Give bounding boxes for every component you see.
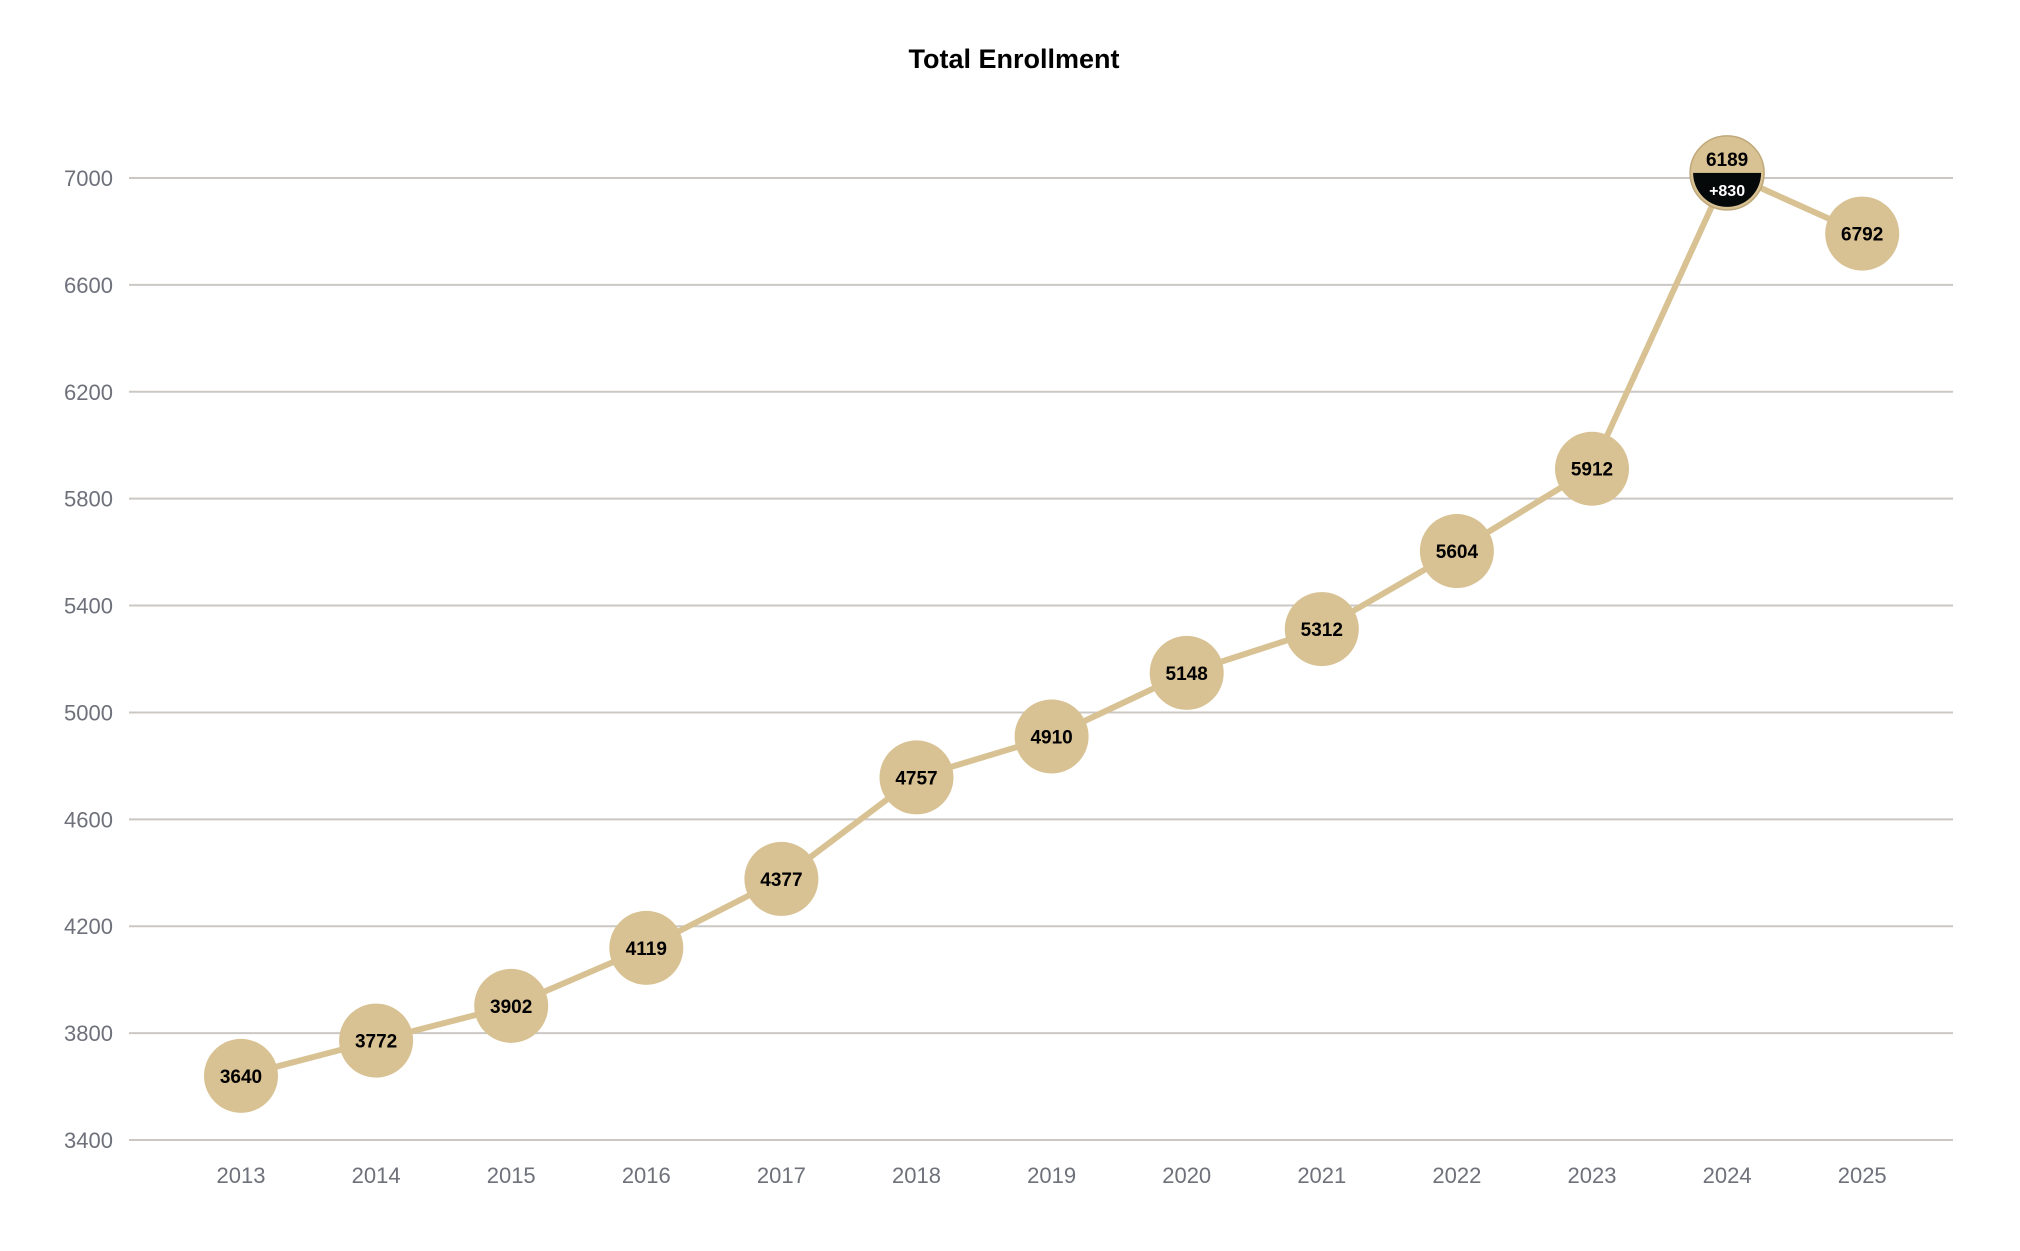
y-tick-label: 3800 <box>64 1021 113 1046</box>
x-tick-label: 2019 <box>1027 1163 1076 1188</box>
data-point <box>879 740 954 815</box>
data-point-label: 3902 <box>490 997 532 1018</box>
data-point <box>1555 431 1629 506</box>
data-point-label: 3640 <box>220 1067 262 1088</box>
x-tick-label: 2015 <box>487 1163 536 1188</box>
data-point <box>744 841 819 916</box>
x-tick-label: 2014 <box>352 1163 401 1188</box>
x-tick-label: 2023 <box>1568 1163 1617 1188</box>
y-tick-label: 7000 <box>64 166 113 191</box>
x-tick-label: 2020 <box>1162 1163 1211 1188</box>
y-tick-label: 4200 <box>64 914 113 939</box>
x-tick-label: 2016 <box>622 1163 671 1188</box>
data-point-label: 4910 <box>1030 727 1072 748</box>
data-point-label: 3772 <box>355 1032 397 1053</box>
data-point <box>1419 514 1494 589</box>
y-tick-label: 6600 <box>64 273 113 298</box>
data-point-label: 6792 <box>1841 225 1883 246</box>
delta-label: +830 <box>1709 183 1745 200</box>
x-tick-label: 2024 <box>1703 1163 1752 1188</box>
data-point <box>1014 699 1089 774</box>
y-tick-label: 5000 <box>64 700 113 725</box>
data-point <box>474 968 549 1043</box>
y-tick-label: 6200 <box>64 380 113 405</box>
data-point-label: 4119 <box>626 939 667 960</box>
y-tick-label: 5400 <box>64 594 113 619</box>
data-point-label: 4377 <box>760 870 802 891</box>
x-tick-label: 2021 <box>1297 1163 1346 1188</box>
x-tick-label: 2013 <box>217 1163 266 1188</box>
data-point-label: 5912 <box>1571 460 1613 481</box>
data-point <box>1149 635 1224 710</box>
chart-title: Total Enrollment <box>908 44 1119 74</box>
data-point <box>1284 592 1359 667</box>
data-point-label: 5604 <box>1436 542 1479 563</box>
data-point <box>204 1038 278 1113</box>
x-tick-label: 2025 <box>1838 1163 1887 1188</box>
x-tick-label: 2022 <box>1432 1163 1481 1188</box>
x-tick-label: 2018 <box>892 1163 941 1188</box>
y-tick-label: 4600 <box>64 807 113 832</box>
data-points: 3640 3772 3902 4119 4377 4757 4910 5148 5312 5604… <box>204 135 1900 1113</box>
data-point-label: 6189 <box>1706 150 1748 171</box>
data-point <box>1825 196 1900 271</box>
y-tick-label: 3400 <box>64 1128 113 1153</box>
data-point <box>609 910 684 985</box>
data-point-label: 4757 <box>895 768 937 789</box>
series-line-path <box>240 169 1864 1079</box>
x-axis-ticks: 2013 2014 2015 2016 2017 2018 2019 2020 2021 2022… <box>217 1163 1887 1188</box>
data-point <box>339 1003 414 1078</box>
y-tick-label: 5800 <box>64 487 113 512</box>
data-point-label: 5312 <box>1301 620 1343 641</box>
x-tick-label: 2017 <box>757 1163 806 1188</box>
y-axis-ticks: 3400 3800 4200 4600 5000 5400 5800 6200 6600 7000 <box>64 166 113 1153</box>
gridlines <box>129 177 1953 1141</box>
series-line <box>240 169 1864 1079</box>
data-point-label: 5148 <box>1166 664 1208 685</box>
